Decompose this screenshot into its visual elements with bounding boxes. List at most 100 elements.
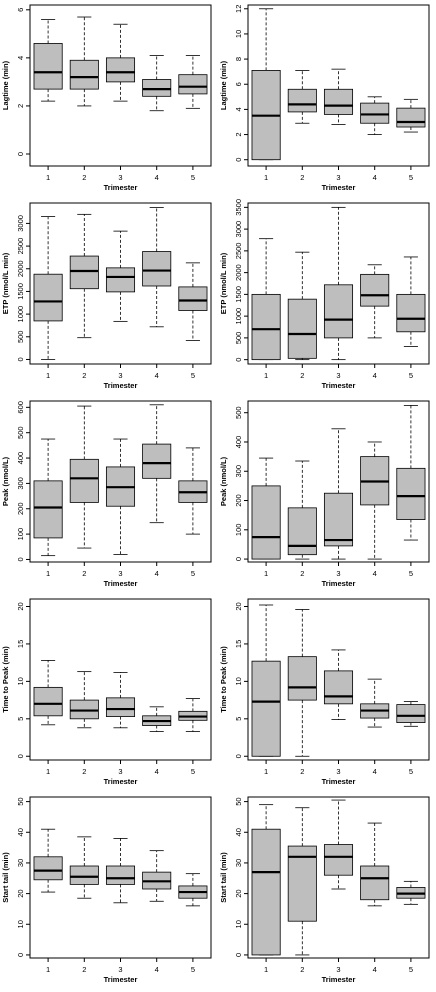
y-tick-label: 0	[16, 357, 25, 361]
x-axis-label: Trimester	[104, 381, 138, 390]
x-tick-label: 4	[373, 569, 377, 578]
x-axis-label: Trimester	[322, 777, 356, 786]
iqr-box	[287, 507, 317, 556]
x-tick-label: 3	[118, 569, 122, 578]
box-2	[69, 836, 99, 899]
y-axis-label: Lagtime (min)	[1, 60, 10, 110]
y-tick-label: 2	[16, 104, 25, 108]
x-tick-label: 4	[155, 371, 159, 380]
x-tick-label: 5	[191, 569, 195, 578]
iqr-box	[33, 273, 63, 322]
y-tick-label: 50	[16, 797, 25, 805]
y-tick-label: 100	[234, 524, 243, 537]
y-tick-label: 2000	[16, 260, 25, 277]
boxplot-panel-5: 0 100 200 300 400 500 600 Peak (nmol/L) 1 2 3 4 5 Tri…	[1, 400, 212, 588]
y-tick-label: 0	[234, 754, 243, 758]
y-tick-label: 3000	[16, 215, 25, 232]
iqr-box	[142, 251, 172, 287]
y-tick-label: 300	[16, 477, 25, 490]
box-4	[360, 96, 390, 135]
iqr-box	[287, 656, 317, 701]
iqr-box	[251, 660, 281, 757]
x-tick-label: 1	[46, 173, 50, 182]
x-tick-label: 4	[155, 173, 159, 182]
x-tick-label: 1	[264, 371, 268, 380]
x-tick-label: 5	[191, 767, 195, 776]
box-4	[360, 678, 390, 728]
x-tick-label: 4	[373, 767, 377, 776]
y-axis-label: ETP (nmol/L min)	[1, 252, 10, 314]
y-tick-label: 10	[16, 677, 25, 685]
y-tick-label: 8	[234, 57, 243, 61]
iqr-box	[396, 704, 426, 723]
y-tick-label: 6	[16, 8, 25, 12]
y-tick-label: 50	[234, 797, 243, 805]
box-4	[360, 264, 390, 339]
box-1	[251, 804, 281, 956]
y-axis-label: ETP (nmol/L min)	[219, 252, 228, 314]
x-tick-label: 3	[118, 767, 122, 776]
y-tick-label: 500	[16, 426, 25, 439]
x-tick-label: 2	[82, 173, 86, 182]
x-tick-label: 4	[373, 965, 377, 974]
y-tick-label: 1000	[16, 306, 25, 323]
y-tick-label: 1500	[234, 286, 243, 303]
x-tick-label: 1	[46, 767, 50, 776]
y-tick-label: 5	[16, 717, 25, 721]
x-axis-label: Trimester	[322, 381, 356, 390]
box-1	[251, 238, 281, 361]
x-tick-label: 1	[46, 371, 50, 380]
y-tick-label: 0	[234, 953, 243, 957]
box-2	[69, 671, 99, 729]
y-tick-label: 2	[234, 132, 243, 136]
y-axis-label: Start tail (min)	[1, 852, 10, 903]
iqr-box	[33, 43, 63, 90]
iqr-box	[105, 697, 136, 717]
x-axis-label: Trimester	[104, 183, 138, 192]
box-2	[69, 213, 99, 339]
box-4	[142, 404, 172, 524]
y-axis-label: Time to Peak (min)	[1, 646, 10, 713]
y-tick-label: 200	[16, 502, 25, 515]
iqr-box	[33, 480, 63, 539]
box-3	[105, 23, 136, 102]
x-tick-label: 3	[336, 767, 340, 776]
iqr-box	[323, 492, 354, 547]
box-5	[178, 873, 208, 907]
boxplot-panel-3: 0 500 1000 1500 2000 2500 3000 ETP (nmol/L min)…	[1, 202, 212, 390]
y-axis-label: Peak (nmol/L)	[219, 456, 228, 506]
y-axis-label: Time to Peak (min)	[219, 646, 228, 713]
box-4	[142, 850, 172, 902]
x-tick-label: 5	[409, 569, 413, 578]
box-5	[178, 698, 208, 732]
iqr-box	[69, 458, 99, 503]
boxplot-panel-4: 0 500 1000 1500 2000 2500 3000 3500 ETP (nmol/L …	[219, 199, 430, 390]
iqr-box	[33, 856, 63, 881]
box-1	[251, 8, 281, 161]
y-tick-label: 0	[16, 953, 25, 957]
y-tick-label: 6	[234, 82, 243, 86]
x-tick-label: 5	[409, 173, 413, 182]
x-axis-label: Trimester	[104, 777, 138, 786]
y-axis-label: Peak (nmol/L)	[1, 456, 10, 506]
x-tick-label: 1	[46, 965, 50, 974]
y-tick-label: 1500	[16, 283, 25, 300]
x-tick-label: 5	[191, 965, 195, 974]
iqr-box	[287, 845, 317, 922]
iqr-box	[396, 467, 426, 520]
y-tick-label: 40	[234, 828, 243, 836]
x-tick-label: 3	[336, 371, 340, 380]
y-tick-label: 0	[234, 557, 243, 561]
x-tick-label: 5	[191, 173, 195, 182]
x-tick-label: 3	[118, 965, 122, 974]
y-tick-label: 10	[234, 30, 243, 38]
x-tick-label: 1	[264, 569, 268, 578]
y-tick-label: 0	[16, 754, 25, 758]
y-tick-label: 500	[234, 332, 243, 345]
box-5	[178, 447, 208, 535]
iqr-box	[105, 267, 136, 293]
boxplot-panel-6: 0 100 200 300 400 500 Peak (nmol/L) 1 2 3 4 5 Trimes…	[219, 400, 430, 588]
y-tick-label: 3500	[234, 199, 243, 216]
box-1	[33, 828, 63, 893]
